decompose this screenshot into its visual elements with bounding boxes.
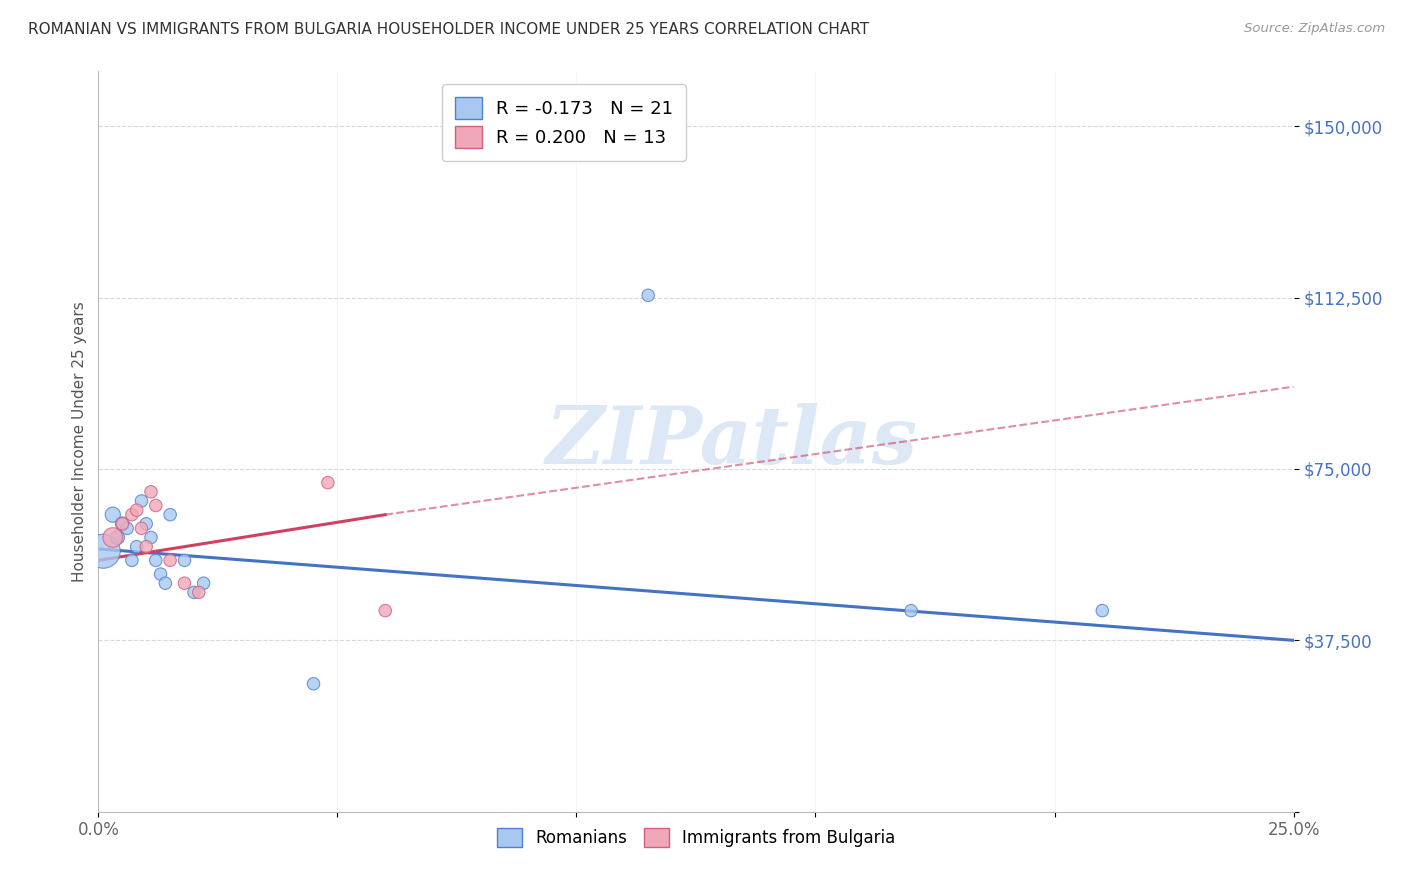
Text: Source: ZipAtlas.com: Source: ZipAtlas.com: [1244, 22, 1385, 36]
Point: [145, 553, 167, 567]
Point: [183, 585, 205, 599]
Text: ZIPatlas: ZIPatlas: [546, 403, 918, 480]
Legend: Romanians, Immigrants from Bulgaria: Romanians, Immigrants from Bulgaria: [488, 819, 904, 855]
Point: [135, 516, 157, 531]
Point: [139, 484, 162, 499]
Point: [193, 576, 215, 591]
Point: [115, 521, 138, 535]
Point: [145, 499, 167, 513]
Point: [107, 531, 129, 545]
Point: [155, 576, 177, 591]
Y-axis label: Householder Income Under 25 years: Householder Income Under 25 years: [72, 301, 87, 582]
Point: [316, 475, 339, 490]
Point: [101, 508, 124, 522]
Point: [149, 567, 172, 582]
Point: [1091, 604, 1114, 618]
Text: ROMANIAN VS IMMIGRANTS FROM BULGARIA HOUSEHOLDER INCOME UNDER 25 YEARS CORRELATI: ROMANIAN VS IMMIGRANTS FROM BULGARIA HOU…: [28, 22, 869, 37]
Point: [139, 531, 162, 545]
Point: [121, 553, 143, 567]
Point: [302, 677, 325, 691]
Point: [173, 553, 195, 567]
Point: [101, 531, 124, 545]
Point: [111, 516, 134, 531]
Point: [637, 288, 659, 302]
Point: [159, 508, 181, 522]
Point: [374, 604, 396, 618]
Point: [187, 585, 209, 599]
Point: [125, 503, 148, 517]
Point: [125, 540, 148, 554]
Point: [121, 508, 143, 522]
Point: [131, 494, 153, 508]
Point: [173, 576, 195, 591]
Point: [131, 521, 153, 535]
Point: [900, 604, 922, 618]
Point: [159, 553, 181, 567]
Point: [111, 516, 134, 531]
Point: [91, 544, 114, 558]
Point: [135, 540, 157, 554]
